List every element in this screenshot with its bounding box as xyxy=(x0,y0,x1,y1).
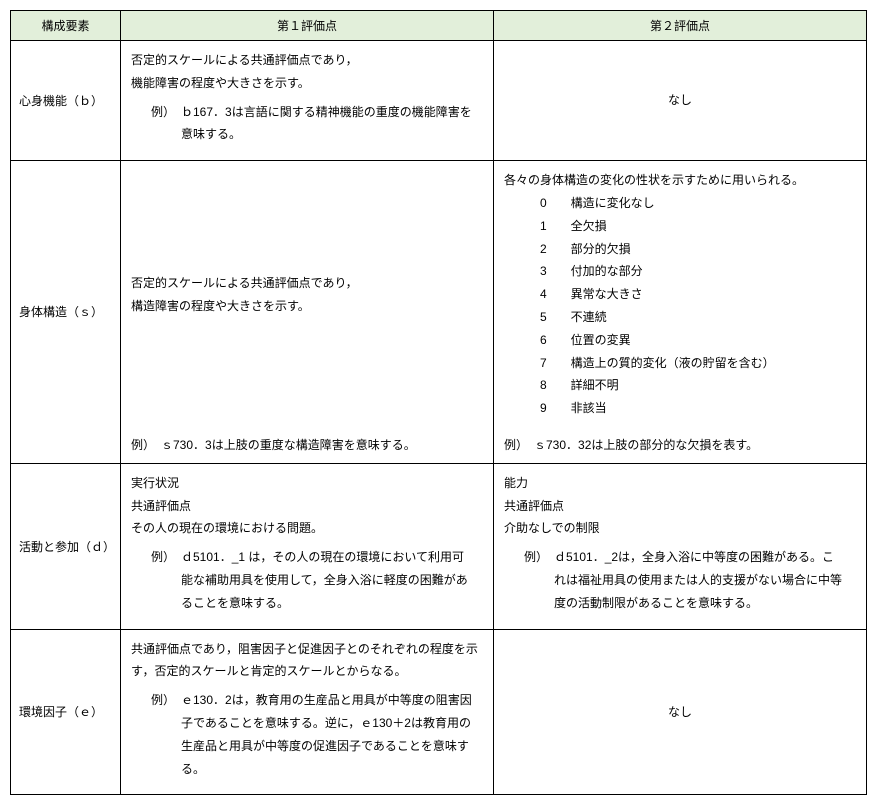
cell-d-eval1: 実行状況 共通評価点 その人の現在の環境における問題。 例） ｄ5101．_1 … xyxy=(121,463,494,629)
text-none: なし xyxy=(494,81,866,120)
cell-s-eval1-main: 否定的スケールによる共通評価点であり， 構造障害の程度や大きさを示す。 xyxy=(121,161,494,428)
cell-s-eval2-ex: 例） ｓ730．32は上肢の部分的な欠損を表す。 xyxy=(494,428,867,463)
row-label-s: 身体構造（ｓ） xyxy=(11,161,121,464)
text-line: 共通評価点であり，阻害因子と促進因子とのそれぞれの程度を示す，否定的スケールと肯… xyxy=(131,638,483,684)
cell-e-eval1: 共通評価点であり，阻害因子と促進因子とのそれぞれの程度を示す，否定的スケールと肯… xyxy=(121,629,494,795)
row-label-e: 環境因子（ｅ） xyxy=(11,629,121,795)
header-component: 構成要素 xyxy=(11,11,121,41)
text-line: 各々の身体構造の変化の性状を示すために用いられる。 xyxy=(504,169,856,192)
example-text: 例） ｅ130．2は，教育用の生産品と用具が中等度の阻害因子であることを意味する… xyxy=(131,683,483,786)
cell-s-eval2-main: 各々の身体構造の変化の性状を示すために用いられる。 0 構造に変化なし1 全欠損… xyxy=(494,161,867,428)
text-line: 否定的スケールによる共通評価点であり， xyxy=(131,49,483,72)
text-line: 実行状況 xyxy=(131,472,483,495)
row-label-b: 心身機能（ｂ） xyxy=(11,41,121,161)
example-text: 例） ｄ5101．_1 は，その人の現在の環境において利用可能な補助用具を使用し… xyxy=(131,540,483,620)
text-line: 介助なしでの制限 xyxy=(504,517,856,540)
cell-e-eval2: なし xyxy=(494,629,867,795)
table-row: 環境因子（ｅ） 共通評価点であり，阻害因子と促進因子とのそれぞれの程度を示す，否… xyxy=(11,629,867,795)
text-line: 機能障害の程度や大きさを示す。 xyxy=(131,72,483,95)
text-line: 能力 xyxy=(504,472,856,495)
cell-s-eval1-ex: 例） ｓ730．3は上肢の重度な構造障害を意味する。 xyxy=(121,428,494,463)
list-item: 5 不連続 xyxy=(504,306,856,329)
cell-d-eval2: 能力 共通評価点 介助なしでの制限 例） ｄ5101．_2は，全身入浴に中等度の… xyxy=(494,463,867,629)
cell-b-eval2: なし xyxy=(494,41,867,161)
example-text: 例） ｂ167．3は言語に関する精神機能の重度の機能障害を意味する。 xyxy=(131,95,483,153)
text-line: 共通評価点 xyxy=(131,495,483,518)
list-item: 2 部分的欠損 xyxy=(504,238,856,261)
row-label-d: 活動と参加（ｄ） xyxy=(11,463,121,629)
table-row: 例） ｓ730．3は上肢の重度な構造障害を意味する。 例） ｓ730．32は上肢… xyxy=(11,428,867,463)
cell-b-eval1: 否定的スケールによる共通評価点であり， 機能障害の程度や大きさを示す。 例） ｂ… xyxy=(121,41,494,161)
header-row: 構成要素 第１評価点 第２評価点 xyxy=(11,11,867,41)
example-text: 例） ｓ730．3は上肢の重度な構造障害を意味する。 xyxy=(121,428,493,463)
list-item: 7 構造上の質的変化（液の貯留を含む） xyxy=(504,352,856,375)
s-items-list: 0 構造に変化なし1 全欠損2 部分的欠損3 付加的な部分4 異常な大きさ5 不… xyxy=(504,192,856,420)
list-item: 4 異常な大きさ xyxy=(504,283,856,306)
text-line: 構造障害の程度や大きさを示す。 xyxy=(131,295,483,318)
list-item: 1 全欠損 xyxy=(504,215,856,238)
list-item: 8 詳細不明 xyxy=(504,374,856,397)
list-item: 0 構造に変化なし xyxy=(504,192,856,215)
example-text: 例） ｄ5101．_2は，全身入浴に中等度の困難がある。これは福祉用具の使用また… xyxy=(504,540,856,620)
list-item: 6 位置の変異 xyxy=(504,329,856,352)
header-eval2: 第２評価点 xyxy=(494,11,867,41)
text-line: その人の現在の環境における問題。 xyxy=(131,517,483,540)
list-item: 9 非該当 xyxy=(504,397,856,420)
list-item: 3 付加的な部分 xyxy=(504,260,856,283)
table-row: 活動と参加（ｄ） 実行状況 共通評価点 その人の現在の環境における問題。 例） … xyxy=(11,463,867,629)
evaluation-table: 構成要素 第１評価点 第２評価点 心身機能（ｂ） 否定的スケールによる共通評価点… xyxy=(10,10,867,795)
table-row: 心身機能（ｂ） 否定的スケールによる共通評価点であり， 機能障害の程度や大きさを… xyxy=(11,41,867,161)
text-none: なし xyxy=(494,693,866,732)
table-row: 身体構造（ｓ） 否定的スケールによる共通評価点であり， 構造障害の程度や大きさを… xyxy=(11,161,867,428)
example-text: 例） ｓ730．32は上肢の部分的な欠損を表す。 xyxy=(494,428,866,463)
header-eval1: 第１評価点 xyxy=(121,11,494,41)
text-line: 共通評価点 xyxy=(504,495,856,518)
text-line: 否定的スケールによる共通評価点であり， xyxy=(131,272,483,295)
